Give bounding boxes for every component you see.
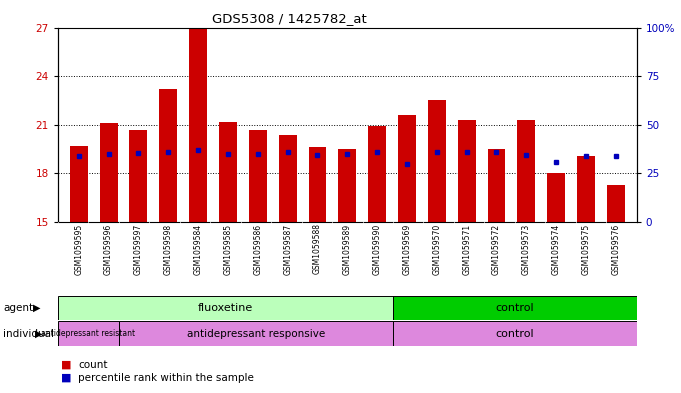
Bar (488, 149, 505, 222)
Bar (279, 134, 297, 222)
Bar (577, 156, 595, 222)
Text: count: count (78, 360, 108, 370)
Bar (548, 173, 565, 222)
Text: control: control (496, 303, 534, 313)
Text: ■: ■ (61, 360, 72, 370)
Bar (99, 123, 118, 222)
Bar (398, 115, 416, 222)
Text: ▶: ▶ (35, 329, 43, 339)
Bar (189, 29, 207, 222)
Text: fluoxetine: fluoxetine (197, 303, 253, 313)
Text: individual: individual (3, 329, 54, 339)
Bar (219, 121, 237, 222)
Bar (368, 127, 386, 222)
Bar (308, 147, 326, 222)
Bar (518, 120, 535, 222)
Bar (118, 321, 393, 346)
Bar (458, 120, 475, 222)
Bar (338, 149, 356, 222)
Text: antidepressant resistant: antidepressant resistant (42, 329, 136, 338)
Bar (393, 296, 637, 320)
Text: ▶: ▶ (33, 303, 40, 313)
Text: ■: ■ (61, 373, 72, 383)
Bar (159, 89, 177, 222)
Bar (393, 321, 637, 346)
Bar (249, 130, 267, 222)
Text: antidepressant responsive: antidepressant responsive (187, 329, 325, 339)
Text: agent: agent (3, 303, 33, 313)
Bar (607, 185, 624, 222)
Text: control: control (496, 329, 534, 339)
Bar (428, 101, 446, 222)
Bar (129, 130, 147, 222)
Bar (58, 296, 393, 320)
Text: percentile rank within the sample: percentile rank within the sample (78, 373, 254, 383)
Bar (58, 321, 118, 346)
Text: GDS5308 / 1425782_at: GDS5308 / 1425782_at (212, 12, 367, 25)
Bar (70, 146, 88, 222)
